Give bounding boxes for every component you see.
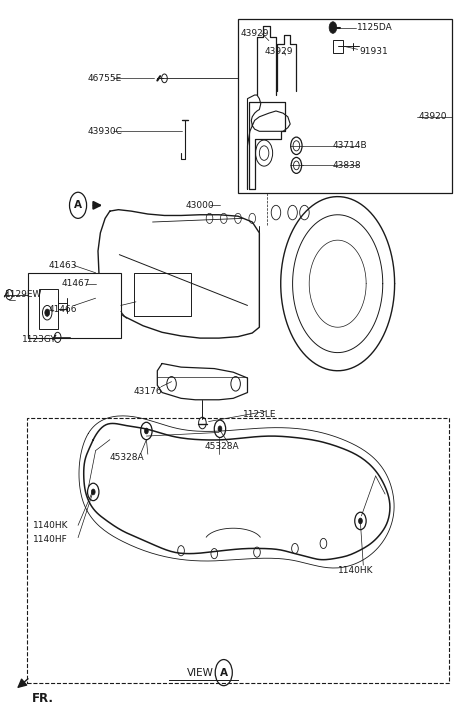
Circle shape <box>91 489 95 495</box>
Text: 41467: 41467 <box>61 279 90 288</box>
Text: 43714B: 43714B <box>333 141 367 150</box>
Circle shape <box>218 426 222 432</box>
Text: 1140HK: 1140HK <box>33 521 69 530</box>
Circle shape <box>45 309 50 316</box>
Text: 45328A: 45328A <box>205 443 239 451</box>
Circle shape <box>145 428 149 434</box>
Text: 43000: 43000 <box>186 201 214 210</box>
Text: 45328A: 45328A <box>110 454 145 462</box>
Text: 1123GY: 1123GY <box>22 335 57 344</box>
Text: 1123LE: 1123LE <box>243 410 276 419</box>
Text: FR.: FR. <box>31 692 53 705</box>
Text: 43176: 43176 <box>134 387 162 395</box>
Text: 46755E: 46755E <box>88 74 122 83</box>
Polygon shape <box>84 423 390 560</box>
Text: 43929: 43929 <box>240 29 269 38</box>
Text: 1140HF: 1140HF <box>33 534 68 544</box>
Circle shape <box>358 518 362 524</box>
Text: A: A <box>220 667 228 678</box>
Text: 43838: 43838 <box>333 161 362 170</box>
Text: VIEW: VIEW <box>187 667 213 678</box>
Text: 43930C: 43930C <box>88 126 122 136</box>
FancyBboxPatch shape <box>28 273 121 338</box>
FancyBboxPatch shape <box>238 19 452 193</box>
Text: A: A <box>74 201 82 210</box>
Text: 41463: 41463 <box>48 261 77 270</box>
Text: 1125DA: 1125DA <box>357 23 392 32</box>
Text: 91931: 91931 <box>359 47 388 56</box>
Text: 41466: 41466 <box>48 305 77 313</box>
Text: 1140HK: 1140HK <box>337 566 373 575</box>
FancyBboxPatch shape <box>333 40 343 53</box>
FancyBboxPatch shape <box>27 418 449 683</box>
Text: 1129EW: 1129EW <box>4 290 42 299</box>
Text: 43920: 43920 <box>418 112 447 121</box>
FancyBboxPatch shape <box>39 289 58 329</box>
Text: 43929: 43929 <box>264 47 293 56</box>
Circle shape <box>329 22 337 33</box>
